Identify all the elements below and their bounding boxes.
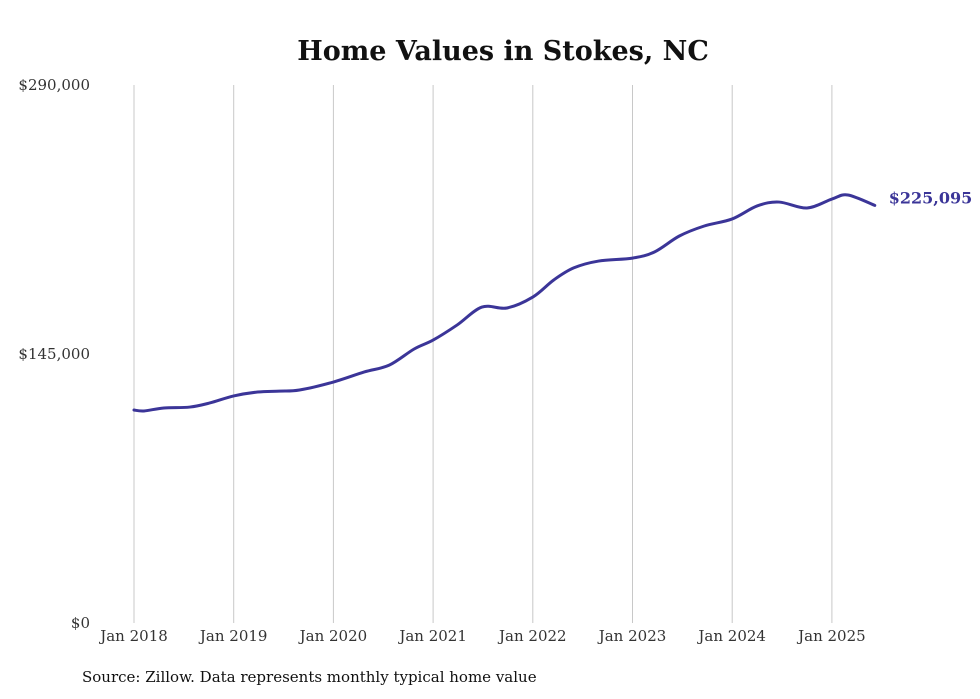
x-axis: Jan 2018 Jan 2019 Jan 2020 Jan 2021 Jan 2022…: [98, 627, 865, 645]
x-tick-label: Jan 2022: [497, 627, 567, 645]
x-tick-label: Jan 2021: [397, 627, 467, 645]
series-line: [132, 193, 877, 413]
x-tick-label: Jan 2023: [597, 627, 667, 645]
x-tick-label: Jan 2018: [98, 627, 168, 645]
x-tick-label: Jan 2019: [198, 627, 268, 645]
y-axis: $0 $145,000 $290,000: [18, 76, 90, 632]
x-tick-label: Jan 2024: [696, 627, 766, 645]
y-tick-label: $0: [71, 614, 90, 632]
gridlines: [133, 85, 833, 623]
end-value-label: $225,095: [889, 188, 973, 207]
x-tick-label: Jan 2025: [796, 627, 866, 645]
source-note: Source: Zillow. Data represents monthly …: [82, 668, 537, 686]
chart-title: Home Values in Stokes, NC: [297, 36, 709, 67]
x-tick-label: Jan 2020: [298, 627, 368, 645]
y-tick-label: $145,000: [18, 345, 90, 363]
y-tick-label: $290,000: [18, 76, 90, 94]
